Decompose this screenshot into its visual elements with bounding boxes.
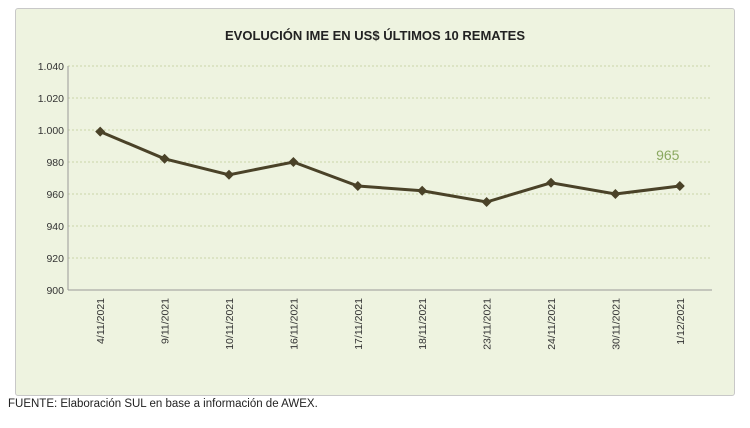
data-point xyxy=(159,153,170,164)
data-point xyxy=(674,181,685,191)
x-tick-label: 23/11/2021 xyxy=(482,298,494,350)
data-point xyxy=(95,126,106,137)
x-tick-label: 4/11/2021 xyxy=(95,298,107,344)
data-point xyxy=(546,177,556,188)
data-point xyxy=(417,185,428,196)
y-tick-label: 960 xyxy=(46,189,64,201)
chart-title: EVOLUCIÓN IME EN US$ ÚLTIMOS 10 REMATES xyxy=(225,28,525,43)
x-tick-label: 9/11/2021 xyxy=(160,298,172,344)
y-tick-label: 1.000 xyxy=(38,125,64,137)
y-tick-label: 900 xyxy=(46,285,64,297)
data-label: 965 xyxy=(656,147,680,163)
chart-frame xyxy=(15,8,735,396)
x-tick-label: 1/12/2021 xyxy=(675,298,687,345)
x-tick-label: 30/11/2021 xyxy=(610,298,622,350)
y-tick-label: 1.020 xyxy=(38,93,64,105)
source-note: FUENTE: Elaboración SUL en base a inform… xyxy=(8,398,318,410)
data-point xyxy=(481,197,492,207)
x-tick-label: 18/11/2021 xyxy=(417,298,429,350)
y-tick-label: 1.040 xyxy=(38,61,64,73)
y-tick-label: 920 xyxy=(46,253,64,265)
y-tick-label: 940 xyxy=(46,221,64,233)
line-chart: 900 920 940 960 980 1.000 1.020 1.040 4/11/2021 9… xyxy=(38,61,712,350)
x-tick-label: 16/11/2021 xyxy=(288,298,300,350)
x-tick-label: 24/11/2021 xyxy=(546,298,558,350)
data-point xyxy=(610,189,621,199)
data-point xyxy=(352,181,363,191)
x-tick-label: 10/11/2021 xyxy=(224,298,236,350)
data-point xyxy=(224,169,234,180)
y-tick-label: 980 xyxy=(46,157,64,169)
data-point xyxy=(288,157,299,167)
series-line xyxy=(99,130,680,204)
x-tick-label: 17/11/2021 xyxy=(353,298,365,350)
